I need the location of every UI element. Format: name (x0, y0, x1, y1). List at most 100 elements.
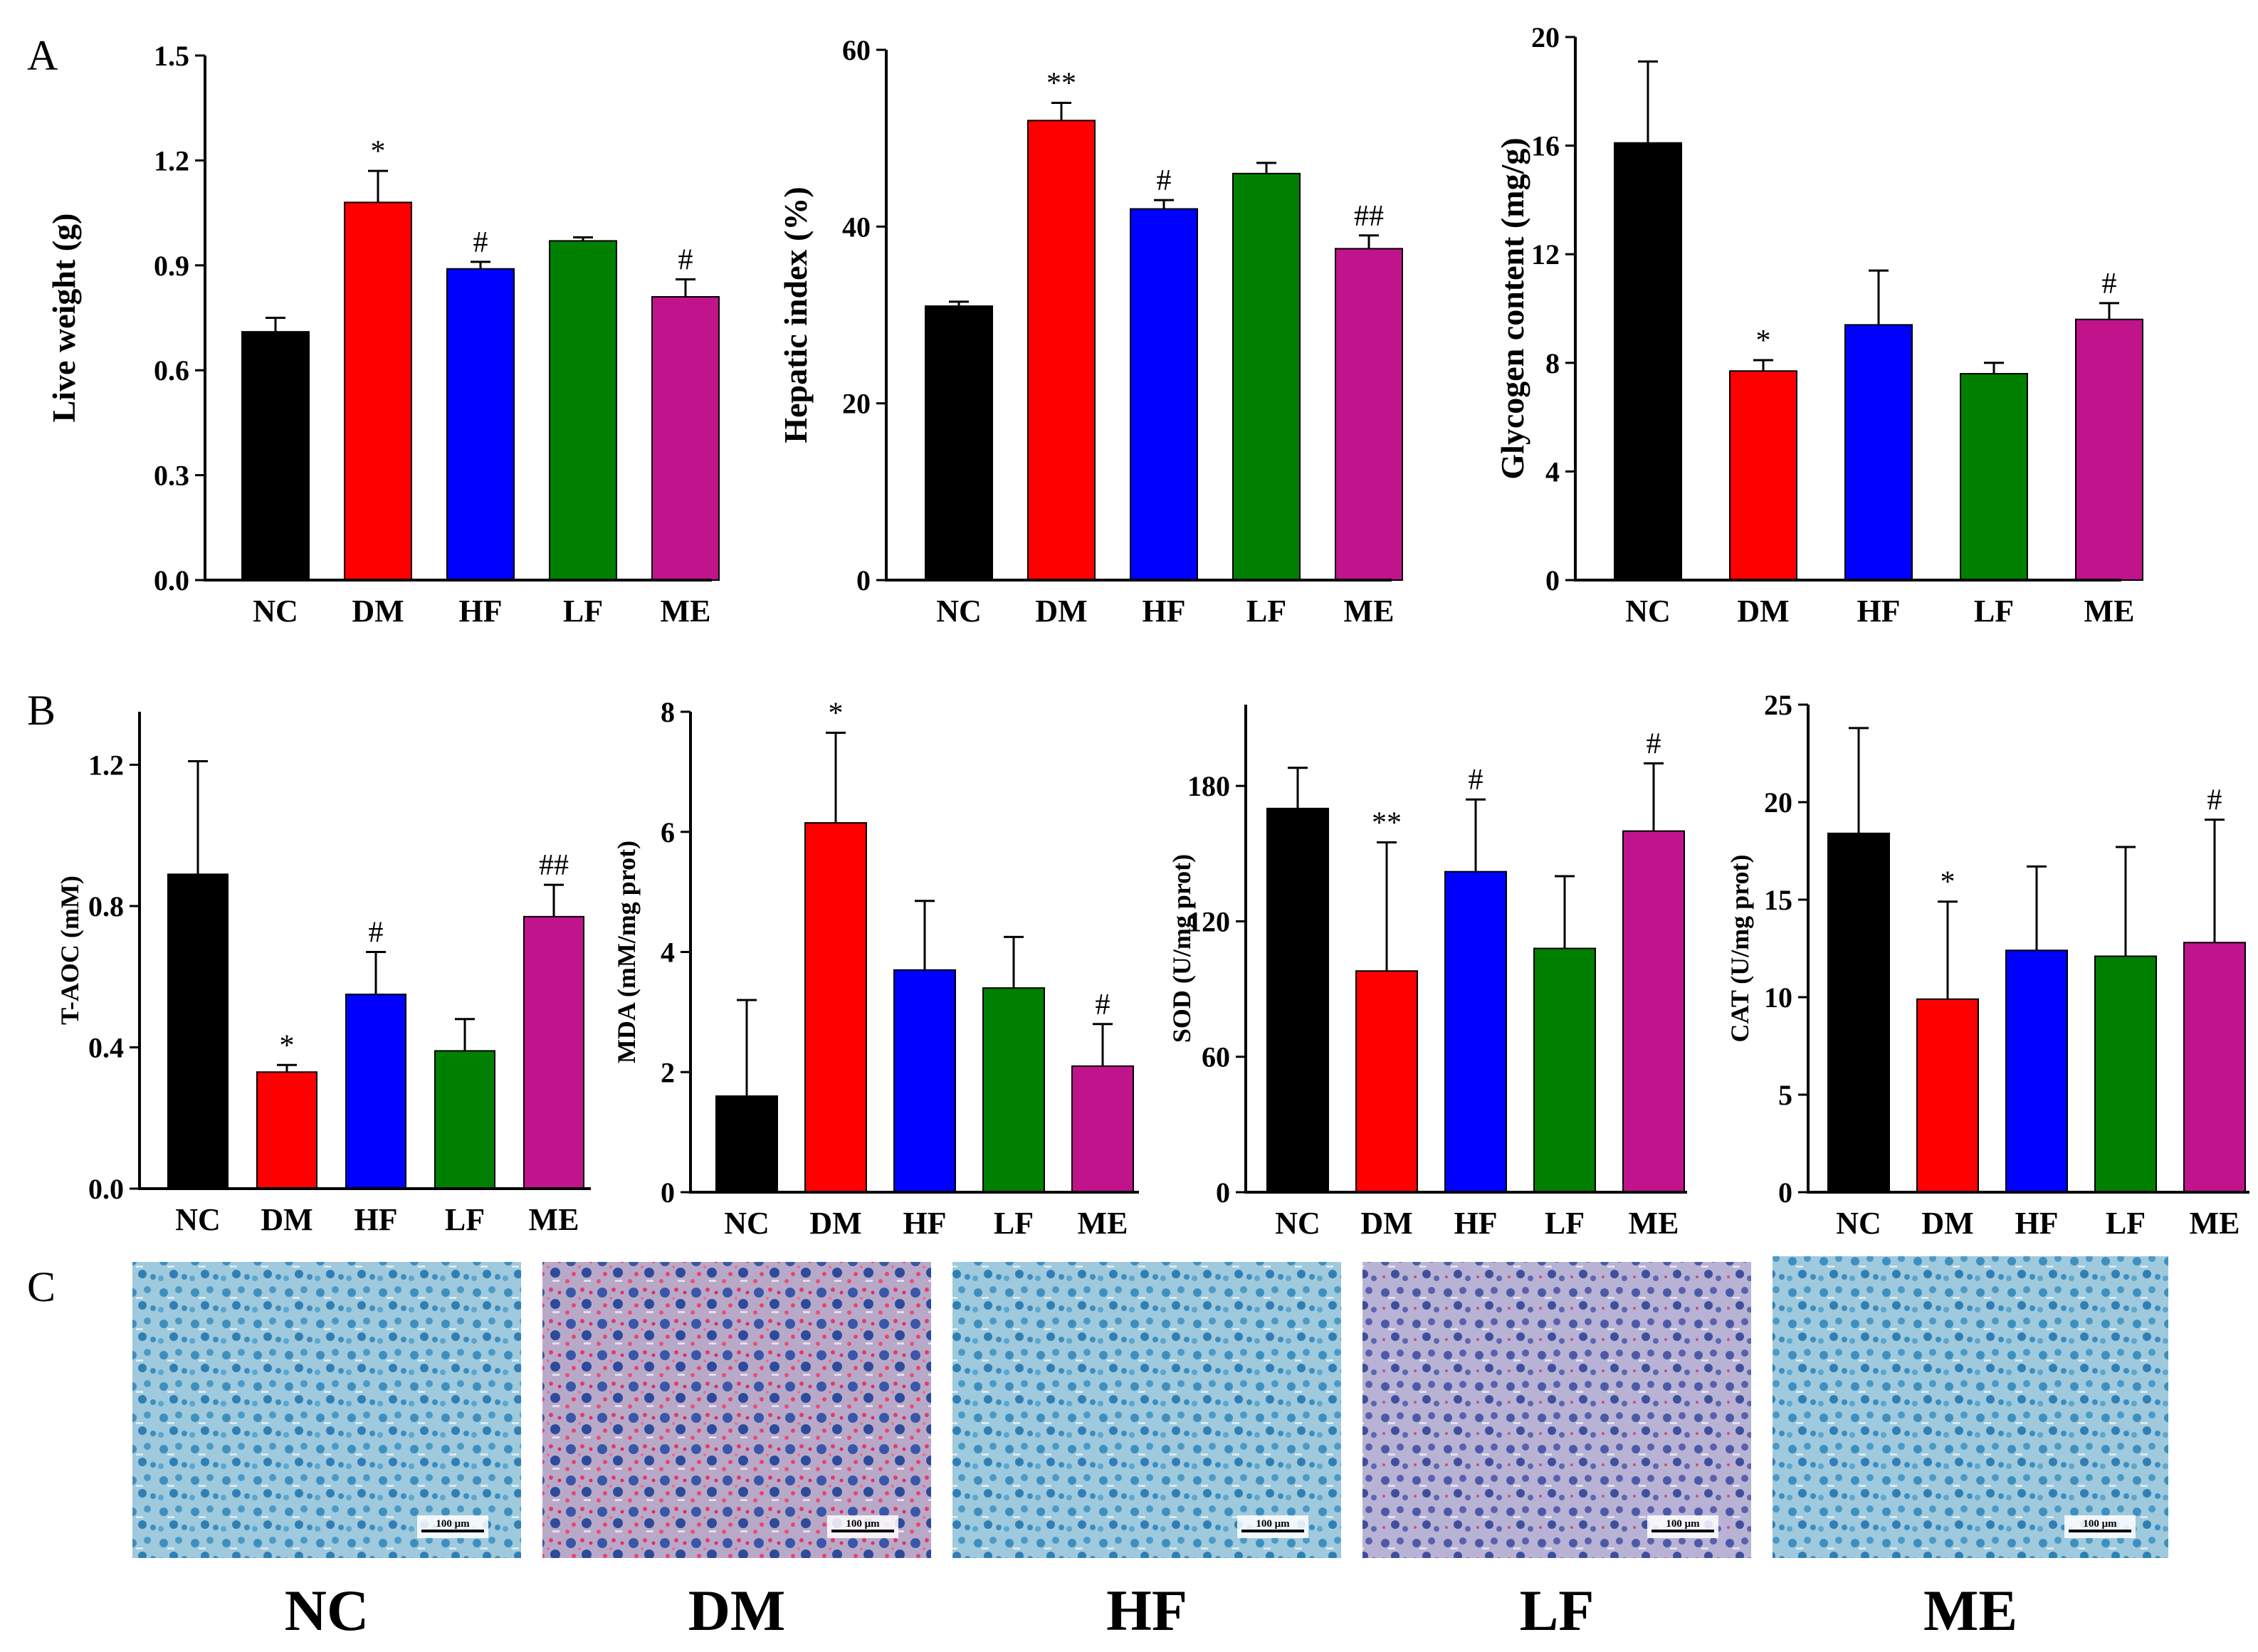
bar-hf (2005, 949, 2068, 1193)
x-tick-label-nc: NC (1625, 594, 1671, 628)
y-tick-label: 10 (1764, 982, 1792, 1014)
significance-dm: * (1941, 866, 1955, 899)
bar-dm (1027, 120, 1096, 582)
axes (689, 712, 1139, 1194)
bar-me (2075, 318, 2143, 581)
x-tick-label-me: ME (529, 1202, 579, 1237)
x-tick-label-hf: HF (2015, 1206, 2058, 1241)
scale-bar-background (1647, 1515, 1718, 1538)
x-tick-label-nc: NC (1836, 1206, 1881, 1241)
x-tick-label-dm: DM (1921, 1206, 1973, 1241)
x-tick-label-dm: DM (261, 1202, 313, 1237)
x-tick-label-dm: DM (1737, 594, 1789, 628)
panel-letter-b: B (27, 687, 56, 734)
y-tick-label: 60 (1202, 1041, 1230, 1073)
bar-hf (446, 268, 515, 581)
y-tick-label: 5 (1778, 1079, 1792, 1111)
x-tick-label-me: ME (2190, 1206, 2240, 1241)
scale-bar-background (1237, 1515, 1308, 1538)
bar-dm (804, 822, 867, 1193)
x-tick-label-hf: HF (1454, 1206, 1497, 1241)
x-tick-label-nc: NC (175, 1202, 221, 1237)
x-tick-label-me: ME (1629, 1206, 1679, 1241)
bar-nc (1614, 142, 1682, 582)
x-tick-label-me: ME (1344, 594, 1395, 628)
bar-lf (1533, 947, 1596, 1193)
bar-me (1335, 248, 1403, 581)
bar-lf (1232, 172, 1301, 582)
micrograph-image (132, 1262, 521, 1558)
y-tick-label: 2 (661, 1056, 675, 1088)
bar-dm (1729, 370, 1797, 581)
significance-me: # (678, 243, 693, 276)
x-tick-label-hf: HF (354, 1202, 397, 1237)
significance-me: ## (1354, 200, 1384, 233)
y-tick-label: 1.5 (154, 40, 189, 72)
x-tick-label-lf: LF (445, 1202, 485, 1237)
y-tick-label: 0 (661, 1177, 675, 1209)
bar-me (1071, 1065, 1134, 1193)
axes (204, 56, 712, 582)
y-tick-label: 20 (1531, 21, 1560, 53)
x-tick-label-dm: DM (1360, 1206, 1412, 1241)
y-tick-label: 0.8 (88, 890, 124, 922)
bar-me (651, 296, 720, 581)
significance-dm: * (280, 1029, 295, 1062)
micrograph-label-hf: HF (1106, 1578, 1187, 1643)
significance-hf: # (473, 226, 488, 259)
y-tick-label: 0.0 (88, 1173, 124, 1205)
micrograph-label-me: ME (1923, 1578, 2017, 1643)
scale-bar-background (827, 1515, 898, 1538)
y-axis-label: CAT (U/mg prot) (1726, 855, 1754, 1043)
scale-bar-label: 100 μm (2083, 1518, 2117, 1530)
y-tick-label: 40 (842, 211, 871, 243)
y-tick-label: 0.6 (154, 354, 189, 386)
bar-nc (1266, 807, 1329, 1193)
x-tick-label-me: ME (2084, 594, 2135, 628)
y-tick-label: 25 (1764, 689, 1792, 721)
y-tick-label: 0.0 (154, 564, 189, 596)
bar-nc (241, 331, 310, 581)
significance-me: # (1096, 989, 1110, 1021)
y-axis-label: Glycogen content (mg/g) (1494, 137, 1530, 479)
x-tick-label-nc: NC (1275, 1206, 1320, 1241)
y-tick-label: 0 (1216, 1177, 1230, 1209)
micrograph-label-nc: NC (285, 1578, 369, 1643)
y-tick-label: 0 (856, 564, 871, 596)
y-tick-label: 1.2 (154, 144, 189, 177)
x-tick-label-lf: LF (1545, 1206, 1585, 1241)
significance-dm: * (1756, 325, 1771, 357)
micrograph-image (542, 1262, 931, 1558)
micrograph-image (952, 1262, 1341, 1558)
x-tick-label-lf: LF (1246, 594, 1286, 628)
y-tick-label: 0.9 (154, 250, 189, 282)
bar-me (523, 915, 584, 1189)
y-tick-label: 15 (1764, 884, 1792, 916)
significance-hf: # (1157, 164, 1172, 197)
significance-me: # (1647, 727, 1661, 760)
micrograph-nc: 100 μm NC (132, 1262, 521, 1643)
bar-nc (715, 1095, 778, 1193)
y-tick-label: 16 (1531, 130, 1560, 162)
bar-lf (982, 987, 1045, 1193)
x-tick-label-me: ME (661, 594, 711, 628)
bar-dm (1916, 998, 1979, 1193)
y-axis-label: T-AOC (mM) (56, 875, 84, 1025)
bar-nc (167, 873, 229, 1189)
significance-dm: * (371, 135, 386, 168)
y-tick-label: 0.3 (154, 460, 189, 492)
scale-bar-background (2064, 1515, 2136, 1538)
micrograph-lf: 100 μm LF (1362, 1262, 1751, 1643)
axes (138, 712, 591, 1190)
chart-cat-u-mg-prot: 0 5 10 15 20 25 NC * DM HF LF # ME CAT (U/mg prot) (1726, 689, 2249, 1241)
micrographs: 100 μm NC 100 μm DM 100 μm HF 100 μm LF 100 μm ME (132, 1256, 2168, 1643)
charts: 0.0 0.3 0.6 0.9 1.2 1.5 NC * DM # HF LF # ME Live weig… (46, 21, 2249, 1241)
scale-bar-label: 100 μm (436, 1518, 470, 1530)
bar-hf (1844, 324, 1913, 581)
x-tick-label-lf: LF (1974, 594, 2014, 628)
y-axis-label: Live weight (g) (46, 214, 82, 423)
bar-dm (1355, 970, 1418, 1194)
y-tick-label: 20 (1764, 786, 1792, 819)
bar-hf (893, 969, 956, 1193)
bar-lf (1960, 373, 2028, 581)
